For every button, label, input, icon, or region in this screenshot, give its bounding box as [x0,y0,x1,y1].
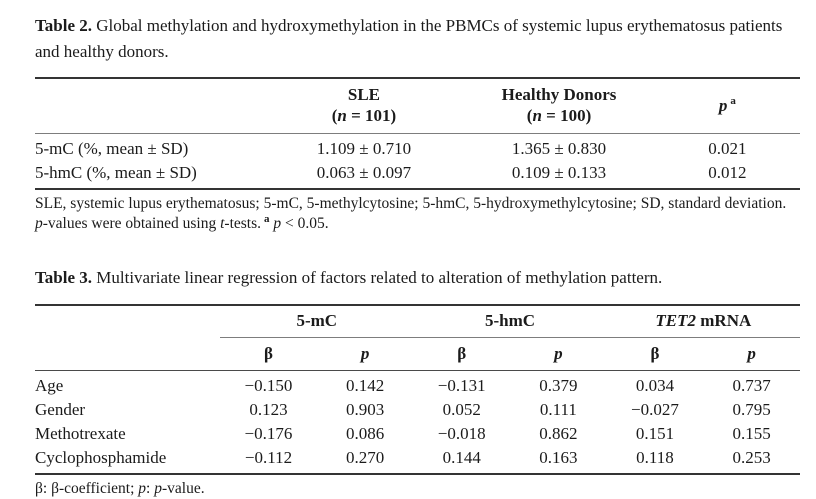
table3-header: 5-mC 5-hmC TET2 mRNA β p β p β p [35,304,800,371]
table3-cell: 0.253 [703,446,800,475]
table3-group-5hmc: 5-hmC [413,304,607,338]
table2: SLE (n = 101) Healthy Donors (n = 100) p… [35,77,800,190]
table3-row-label: Gender [35,400,86,419]
table2-header-healthy-paren: ( [526,106,533,125]
table3-row-label: Methotrexate [35,424,126,443]
table3-cell: 0.118 [606,446,704,475]
table-row: Age −0.150 0.142 −0.131 0.379 0.034 0.73… [35,371,800,399]
table3-cell: 0.903 [345,400,385,419]
table2-header-sle-paren: ( [331,106,338,125]
table-row: Methotrexate −0.176 0.086 −0.018 0.862 0… [35,422,800,446]
table3-cell: 0.155 [732,424,771,443]
table3-group-label: 5-hmC [485,311,536,330]
table3-cell: 0.151 [635,424,675,443]
table2-header-sle-n: n [337,106,347,125]
table3-footnote-text: : [146,480,155,497]
table2-footnote-text: -tests. [224,215,261,232]
table3-caption: Table 3. Multivariate linear regression … [35,265,800,291]
table2-row-label: 5-mC (%, mean ± SD) [35,139,189,158]
table3-cell: 0.144 [413,446,511,475]
table3-group-italic: TET2 [655,311,696,330]
table2-header-sle: SLE (n = 101) [264,77,464,134]
table2-header-empty [35,77,265,134]
table3-group-tet2: TET2 mRNA [606,304,800,338]
table2-caption: Table 2. Global methylation and hydroxym… [35,13,800,65]
table3-cell: −0.176 [244,424,293,443]
table3-cell: −0.018 [437,424,486,443]
table2-header-sle-name: SLE [347,85,381,104]
table2-cell-p: 0.021 [708,139,747,158]
table3-subheader-p: p [703,337,800,371]
table-row: Cyclophosphamide −0.112 0.270 0.144 0.16… [35,446,800,475]
table2-cell-p: 0.012 [654,161,800,190]
table3-subheader-empty [35,337,221,371]
table3-subheader-beta: β [220,337,317,371]
table3-footnote: β: β-coefficient; p: p-value. [35,479,800,499]
table3-cell: −0.112 [220,446,317,475]
table3-group-label: 5-mC [296,311,338,330]
table3-group-label: mRNA [696,311,752,330]
table3-cell: 0.052 [442,400,481,419]
table2-caption-label: Table 2. [35,16,93,35]
table2-caption-text: Global methylation and hydroxymethylatio… [35,16,783,61]
table3-caption-label: Table 3. [35,268,93,287]
table3-cell: −0.027 [631,400,679,419]
table-row: 5-mC (%, mean ± SD) 1.109 ± 0.710 1.365 … [35,134,800,162]
table3-cell: 0.795 [732,400,771,419]
table3-row-label: Age [35,376,64,395]
table3-subheader-beta: β [606,337,704,371]
table3-cell: 0.737 [732,376,771,395]
table-row: Gender 0.123 0.903 0.052 0.111 −0.027 0.… [35,398,800,422]
table3-cell: 0.379 [539,376,578,395]
table2-footnote-t: t [220,215,225,232]
table3: 5-mC 5-hmC TET2 mRNA β p β p β p Age −0.… [35,304,800,475]
table3-group-5mc: 5-mC [220,304,414,338]
table3-cell: 0.034 [635,376,675,395]
table3-cell: −0.131 [437,376,486,395]
table-row: 5-hmC (%, mean ± SD) 0.063 ± 0.097 0.109… [35,161,800,190]
table3-subheader-beta: β [413,337,511,371]
table2-header: SLE (n = 101) Healthy Donors (n = 100) p… [35,77,800,134]
table3-cell: 0.086 [345,424,385,443]
table2-footnote-text: < 0.05. [281,215,329,232]
table2-footnote-p: p [35,215,43,232]
table2-cell-sle: 0.063 ± 0.097 [264,161,464,190]
table3-caption-text: Multivariate linear regression of factor… [92,268,663,287]
table3-header-empty [35,304,221,338]
table2-footnote-text: SLE, systemic lupus erythematosus; 5-mC,… [35,195,787,212]
table3-cell: 0.111 [539,400,577,419]
table2-header-healthy-n: n [532,106,542,125]
table2-header-healthy-count: = 100) [541,106,592,125]
table2-header-sle-count: = 101) [346,106,397,125]
table2-header-healthy: Healthy Donors (n = 100) [463,77,655,134]
table2-cell-healthy: 0.109 ± 0.133 [463,161,655,190]
table2-header-p: p [718,95,728,115]
table3-cell: 0.862 [539,424,578,443]
table3-cell: 0.270 [316,446,414,475]
table3-cell: −0.150 [244,376,293,395]
table2-footnote-text: -values were obtained using [42,215,221,232]
table2-footnote-sup-a: a [264,212,270,225]
table2-footnote-p2: p [269,215,282,232]
table3-subheader-p: p [510,337,607,371]
table3-subheader-p: p [316,337,414,371]
table2-cell-healthy: 1.365 ± 0.830 [511,139,607,158]
table3-footnote-text: β: β-coefficient; [35,480,139,497]
table3-cell: 0.142 [345,376,385,395]
table2-cell-sle: 1.109 ± 0.710 [316,139,412,158]
table3-footnote-p1: p [138,480,147,497]
table2-header-p-sup: a [730,94,736,107]
table3-cell: 0.123 [249,400,288,419]
table3-row-label: Cyclophosphamide [35,446,221,475]
table2-header-healthy-name: Healthy Donors [501,85,617,104]
table2-row-label: 5-hmC (%, mean ± SD) [35,161,265,190]
table2-footnote: SLE, systemic lupus erythematosus; 5-mC,… [35,194,800,234]
table3-footnote-p2: p [154,480,162,497]
table3-footnote-text: -value. [161,480,205,497]
table3-cell: 0.163 [510,446,607,475]
